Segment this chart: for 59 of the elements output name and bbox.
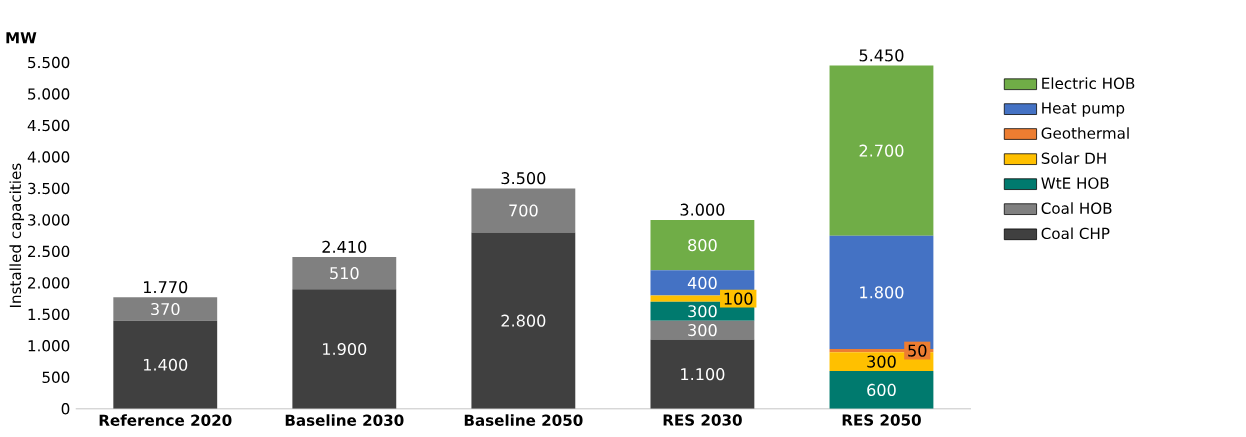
y-tick-label: 2.000: [28, 277, 70, 289]
data-label: 300: [867, 355, 896, 368]
x-tick-label: RES 2050: [842, 414, 921, 426]
legend-label: Electric HOB: [1042, 77, 1135, 89]
data-label: 600: [867, 383, 896, 396]
x-tick-label: Reference 2020: [99, 414, 232, 426]
bar: [292, 256, 397, 290]
bar: [113, 297, 218, 321]
legend-label: Geothermal: [1041, 127, 1129, 139]
data-label: 1.900: [323, 342, 367, 355]
y-tick-label: 1.000: [28, 340, 70, 352]
data-label: 2.700: [859, 144, 904, 157]
bar: [829, 65, 934, 236]
y-tick-label: 1.500: [28, 308, 70, 320]
bar: [471, 188, 576, 233]
legend-label: Coal CHP: [1041, 227, 1110, 240]
x-tick-label: Baseline 2050: [464, 414, 583, 426]
y-tick-label: 0: [61, 402, 70, 415]
legend-label: WtE HOB: [1041, 177, 1109, 189]
y-tick-label: 3.500: [28, 182, 70, 195]
x-tick-label: RES 2030: [663, 414, 742, 426]
y-tick-label: 3.000: [28, 214, 70, 226]
bar: [292, 289, 397, 409]
y-tick-label: 4.500: [27, 119, 70, 132]
total-label: 3.500: [501, 171, 546, 185]
legend-label: Coal HOB: [1041, 202, 1112, 214]
y-tick-label: 5.000: [28, 88, 70, 100]
data-label: 510: [330, 266, 359, 280]
data-label: 100: [724, 292, 753, 305]
bar: [471, 232, 576, 409]
text: MW: [6, 32, 37, 44]
bar: [650, 339, 755, 409]
data-label: 800: [688, 238, 717, 252]
data-label: 1.800: [860, 286, 904, 299]
data-label: 2.800: [501, 314, 546, 327]
bar: [829, 370, 934, 409]
x-tick-label: Baseline 2030: [285, 414, 404, 426]
bar: [650, 219, 755, 271]
data-label: 700: [509, 204, 538, 217]
bar: [113, 320, 218, 409]
total-label: 5.450: [859, 49, 904, 62]
legend-label: Heat pump: [1042, 102, 1125, 117]
y-axis-title: Installed capacities: [9, 163, 25, 307]
data-label: 1.400: [144, 358, 188, 371]
total-label: 3.000: [680, 203, 725, 216]
bar: [650, 320, 755, 340]
data-label: 300: [688, 323, 717, 337]
data-label: 300: [688, 305, 717, 318]
data-label: 1.100: [681, 368, 725, 381]
data-label: 50: [908, 344, 927, 357]
y-tick-label: 4.000: [27, 151, 70, 163]
y-tick-label: 2.500: [28, 245, 70, 257]
y-tick-label: 5.500: [28, 56, 70, 69]
data-label: 370: [151, 302, 180, 315]
data-label: 400: [687, 276, 717, 289]
total-label: 2.410: [322, 240, 367, 253]
legend-label: Solar DH: [1041, 152, 1106, 164]
y-tick-label: 500: [42, 371, 70, 383]
total-label: 1.770: [144, 280, 188, 294]
